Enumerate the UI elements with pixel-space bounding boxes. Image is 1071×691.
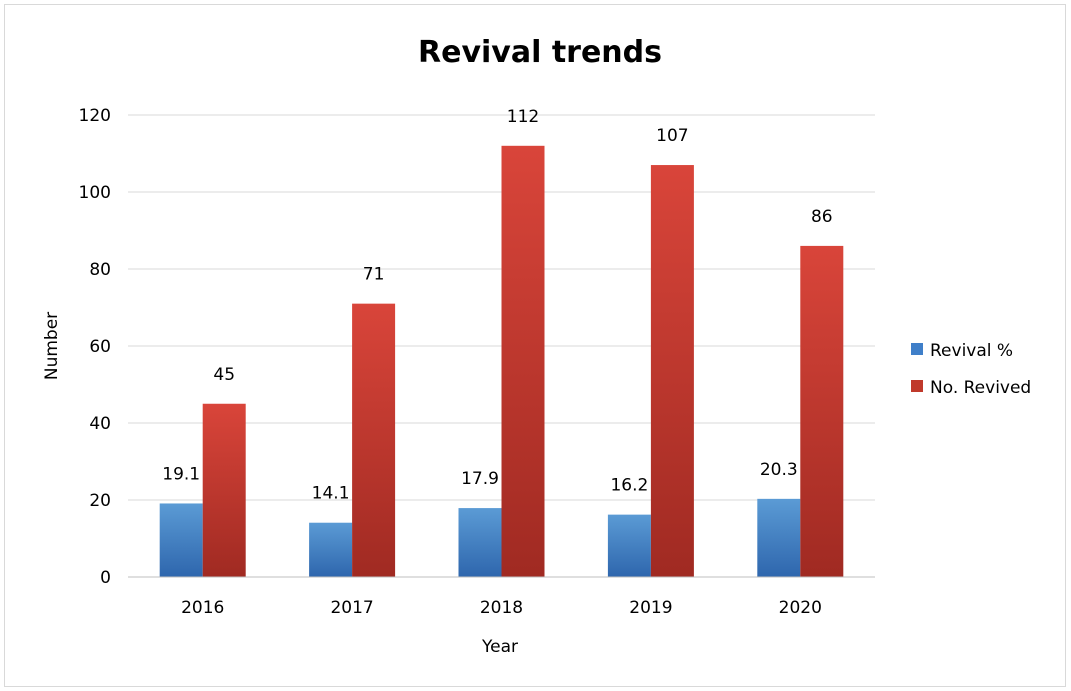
x-axis-label: Year — [481, 637, 518, 657]
data-label: 14.1 — [312, 484, 350, 504]
legend-label: No. Revived — [930, 378, 1031, 398]
legend: Revival % No. Revived — [911, 341, 1031, 398]
x-tick-label: 2016 — [181, 598, 224, 618]
x-tick-label: 2019 — [629, 598, 672, 618]
x-axis-ticks: 2016 2017 2018 2019 2020 — [181, 598, 822, 618]
data-label: 107 — [656, 126, 688, 146]
x-tick-label: 2017 — [330, 598, 373, 618]
legend-swatch — [911, 343, 923, 355]
y-tick-label: 120 — [79, 106, 111, 126]
legend-swatch — [911, 380, 923, 392]
y-tick-label: 60 — [89, 337, 111, 357]
bar-revival-percent-2020 — [757, 498, 801, 577]
data-label: 45 — [213, 365, 235, 385]
data-labels: 19.1 45 14.1 71 17.9 112 16.2 107 20.3 86 — [162, 107, 832, 504]
data-label: 19.1 — [162, 464, 200, 484]
bar-no-revived-2018 — [501, 145, 545, 578]
data-label: 20.3 — [760, 460, 798, 480]
bars — [159, 145, 844, 578]
legend-label: Revival % — [930, 341, 1013, 361]
x-tick-label: 2020 — [779, 598, 822, 618]
bar-no-revived-2019 — [650, 165, 694, 578]
y-tick-label: 40 — [89, 414, 111, 434]
bar-no-revived-2020 — [800, 245, 844, 577]
y-tick-label: 100 — [79, 183, 111, 203]
bar-revival-percent-2018 — [458, 508, 502, 577]
data-label: 71 — [363, 265, 385, 285]
data-label: 17.9 — [461, 469, 499, 489]
bar-revival-percent-2016 — [159, 503, 203, 577]
y-tick-label: 80 — [89, 260, 111, 280]
bar-revival-percent-2019 — [607, 514, 651, 577]
data-label: 112 — [507, 107, 539, 127]
data-label: 16.2 — [610, 476, 648, 496]
y-tick-label: 20 — [89, 491, 111, 511]
data-label: 86 — [811, 207, 833, 227]
y-axis-ticks: 0 20 40 60 80 100 120 — [79, 106, 111, 588]
x-tick-label: 2018 — [480, 598, 523, 618]
bar-revival-percent-2017 — [309, 522, 353, 577]
bar-no-revived-2017 — [352, 303, 396, 577]
y-tick-label: 0 — [100, 568, 111, 588]
bar-no-revived-2016 — [202, 403, 246, 577]
y-axis-label: Number — [42, 312, 62, 380]
chart-title: Revival trends — [418, 35, 662, 70]
